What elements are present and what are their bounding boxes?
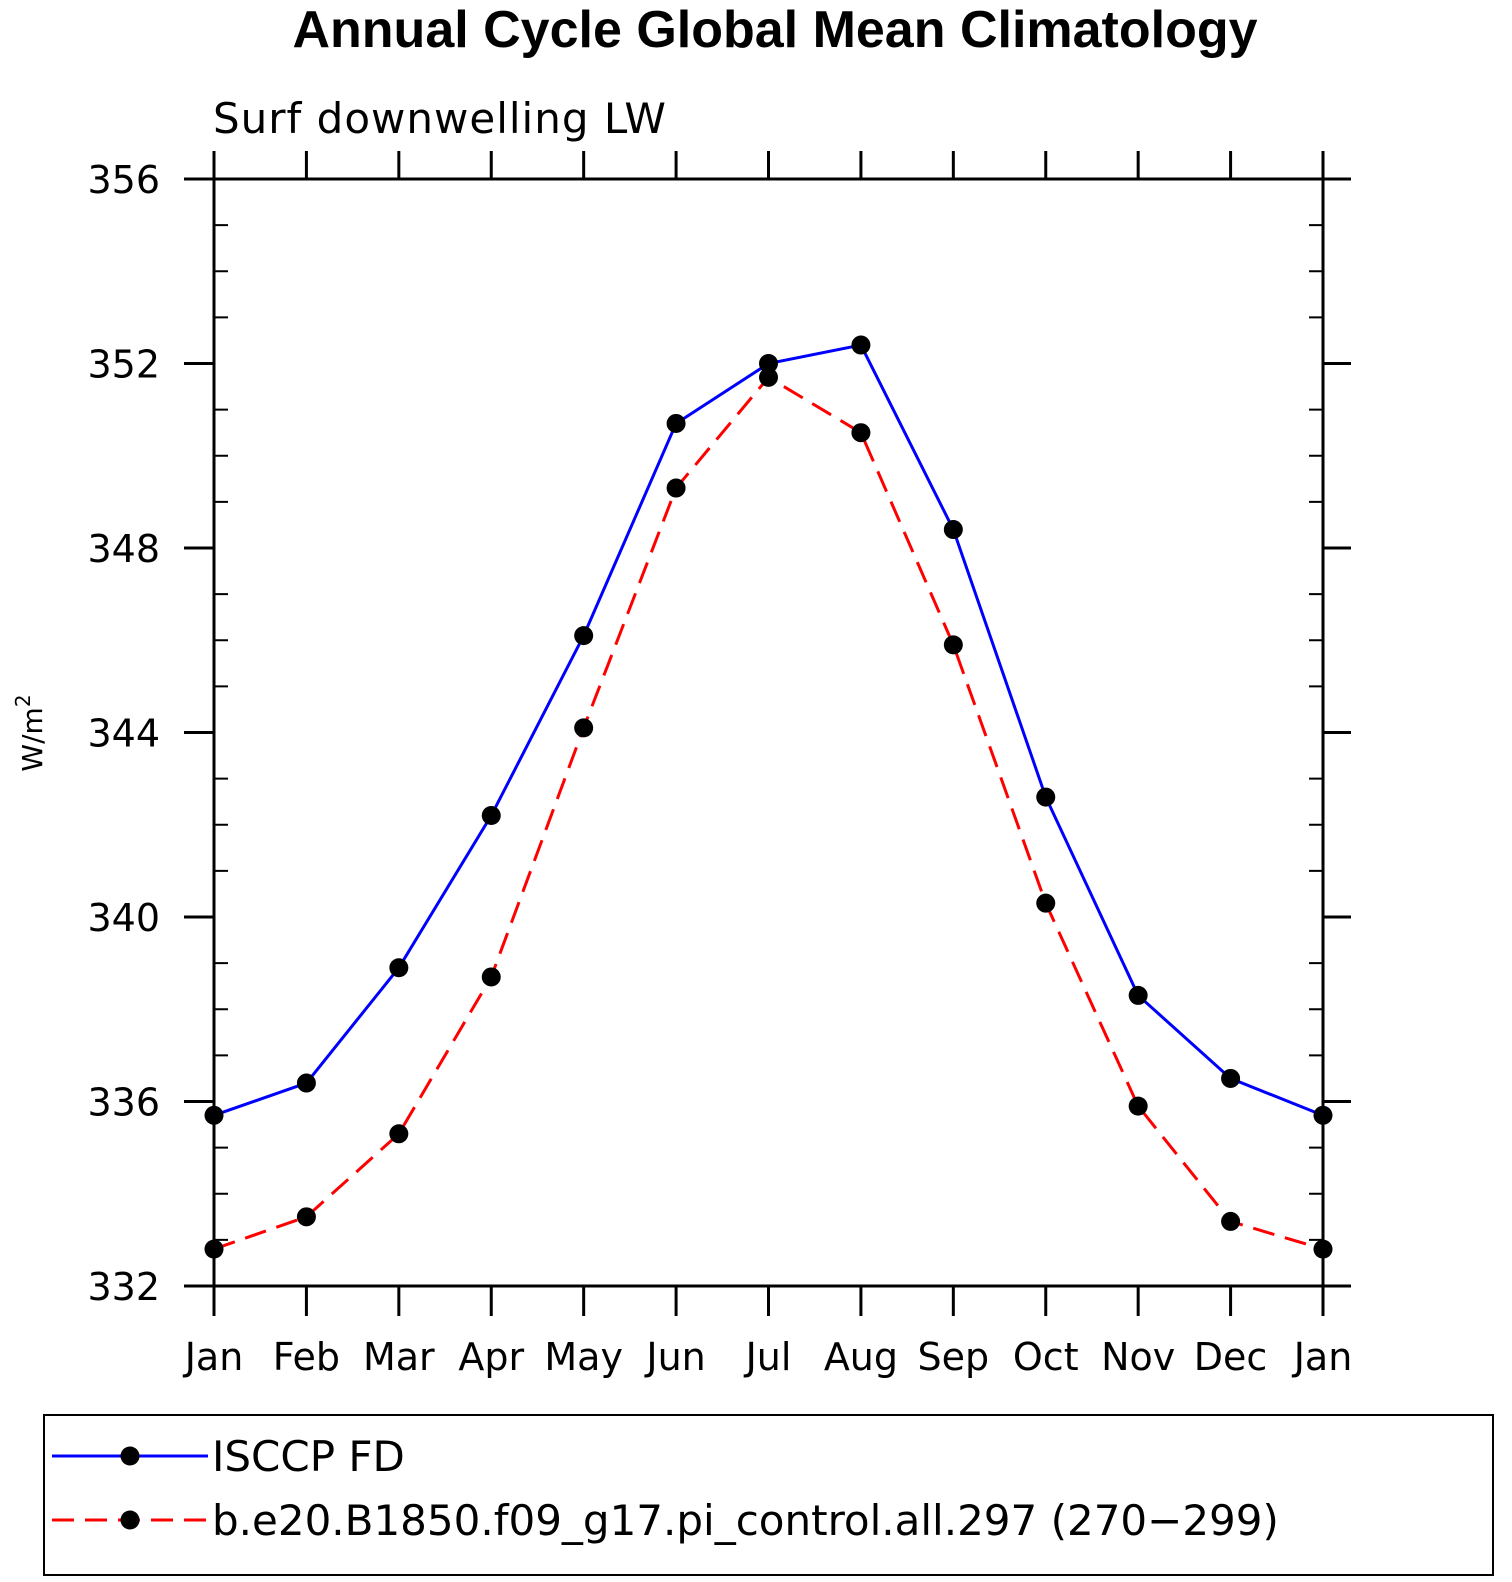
legend: ISCCP FD b.e20.B1850.f09_g17.pi_control.a… <box>43 1414 1494 1576</box>
data-point-series-1 <box>296 1073 316 1093</box>
x-tick-label: Jan <box>183 1335 244 1379</box>
data-point-series-1 <box>759 354 778 373</box>
data-point-series-1 <box>1221 1068 1241 1088</box>
y-tick-label: 336 <box>87 1081 160 1125</box>
data-point-series-1 <box>481 806 501 826</box>
axes-layer: Jan Feb Mar Apr May Jun Jul Aug Sep Oct Nov Dec Jan 3… <box>87 151 1352 1379</box>
plot-frame <box>212 177 1325 1288</box>
y-axis-label: W/m2 <box>11 694 49 771</box>
x-tick-label: Mar <box>363 1335 435 1379</box>
data-point-series-2 <box>1036 893 1056 913</box>
data-point-series-2 <box>943 635 963 655</box>
data-point-series-2 <box>759 367 778 387</box>
data-point-series-1 <box>1128 985 1148 1005</box>
data-point-series-2 <box>1313 1239 1333 1259</box>
x-tick-label: Dec <box>1194 1335 1268 1379</box>
y-tick-label: 332 <box>87 1265 160 1309</box>
data-point-series-1 <box>389 958 409 978</box>
y-tick-label: 340 <box>87 896 160 940</box>
data-point-series-2 <box>389 1124 409 1144</box>
legend-marker-1 <box>120 1446 140 1466</box>
x-tick-label: Feb <box>273 1335 340 1379</box>
data-point-series-1 <box>851 335 871 355</box>
data-point-series-2 <box>1128 1096 1148 1116</box>
series-line-1 <box>213 343 1324 1117</box>
y-tick-label: 356 <box>87 158 160 202</box>
x-tick-label: Aug <box>824 1335 898 1379</box>
x-tick-label: Jan <box>1292 1335 1353 1379</box>
data-point-series-2 <box>204 1239 224 1259</box>
y-tick-label: 348 <box>87 527 160 571</box>
data-point-series-1 <box>574 626 594 646</box>
data-point-series-1 <box>1313 1105 1333 1125</box>
data-point-series-2 <box>1221 1211 1241 1231</box>
series-line-2 <box>213 375 1324 1251</box>
data-point-series-1 <box>204 1105 224 1125</box>
data-point-series-2 <box>666 478 686 498</box>
y-tick-label: 344 <box>87 712 160 756</box>
data-point-series-2 <box>481 967 501 987</box>
x-tick-label: Nov <box>1101 1335 1175 1379</box>
data-point-series-1 <box>666 413 686 433</box>
x-tick-label: Jul <box>744 1335 792 1379</box>
data-point-series-2 <box>574 718 594 738</box>
series-layer <box>204 335 1333 1259</box>
x-tick-label: Jun <box>644 1335 705 1379</box>
legend-box <box>43 1414 1494 1576</box>
x-tick-label: Sep <box>918 1335 990 1379</box>
chart-title: Annual Cycle Global Mean Climatology <box>292 1 1257 59</box>
data-point-series-1 <box>943 520 963 540</box>
x-tick-label: Apr <box>458 1335 524 1379</box>
chart-subtitle: Surf downwelling LW <box>213 94 667 143</box>
y-tick-label: 352 <box>87 343 160 387</box>
data-point-series-2 <box>851 423 871 443</box>
legend-marker-2 <box>120 1510 140 1530</box>
data-point-series-2 <box>296 1207 316 1227</box>
legend-label-1: ISCCP FD <box>212 1432 405 1481</box>
legend-label-2: b.e20.B1850.f09_g17.pi_control.all.297 (… <box>212 1496 1279 1545</box>
x-tick-label: May <box>544 1335 623 1379</box>
data-point-series-1 <box>1036 787 1056 807</box>
x-tick-label: Oct <box>1013 1335 1079 1379</box>
